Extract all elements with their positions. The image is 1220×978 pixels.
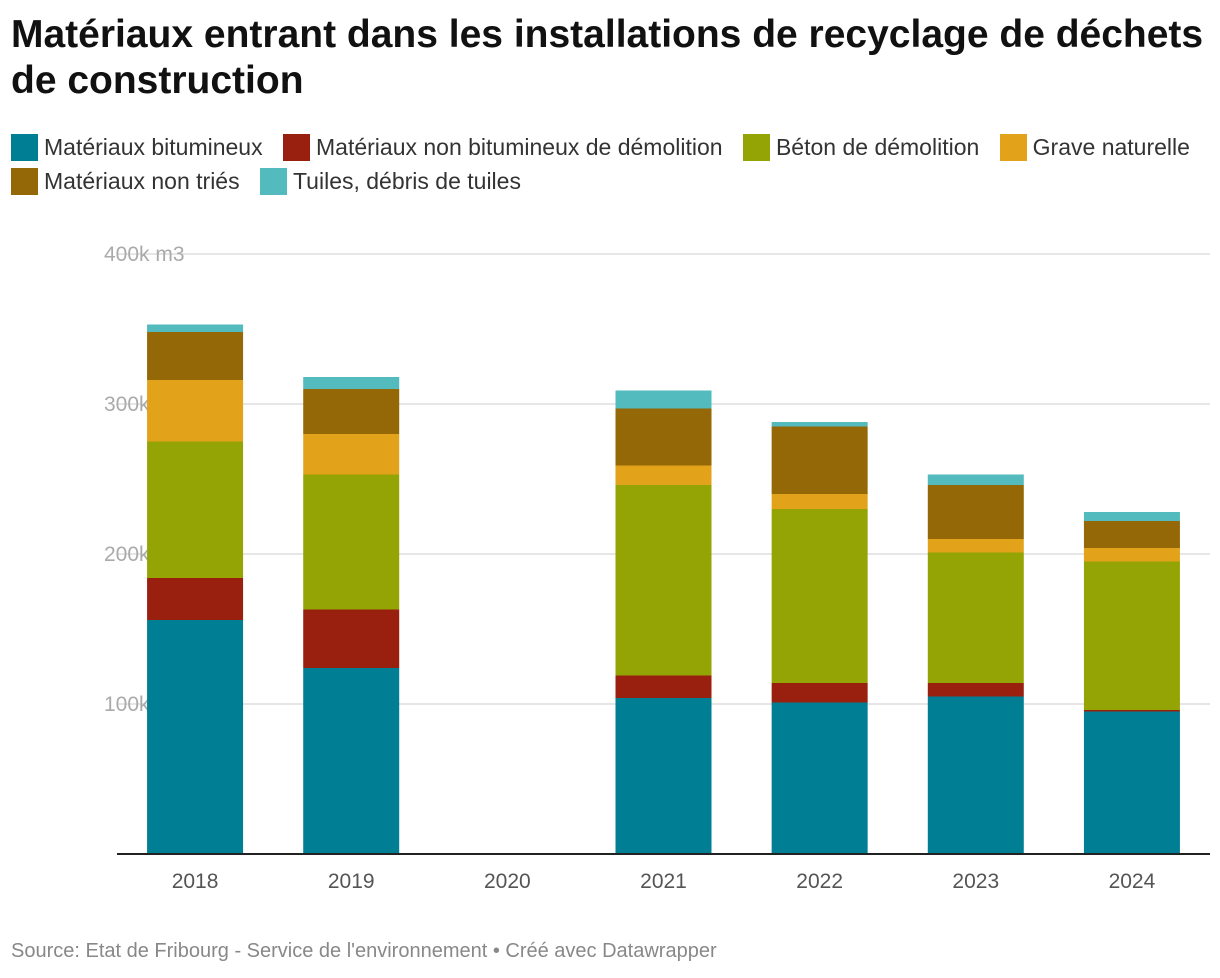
bar-2022-series-2 <box>771 509 868 683</box>
bar-2022-series-4 <box>771 426 868 494</box>
bar-2022-series-1 <box>771 683 868 703</box>
bar-2023-series-5 <box>927 474 1024 485</box>
x-tick-label: 2023 <box>952 870 999 893</box>
bar-2021-series-1 <box>615 675 712 698</box>
bar-2018-series-5 <box>147 324 244 332</box>
bar-2024-series-4 <box>1083 521 1180 548</box>
legend-label: Tuiles, débris de tuiles <box>292 168 521 194</box>
bar-2021-series-4 <box>615 408 712 466</box>
legend: Matériaux bitumineux Matériaux non bitum… <box>11 130 1206 198</box>
bar-2024-series-0 <box>1083 711 1180 854</box>
legend-swatch <box>999 134 1027 161</box>
bar-2022-series-3 <box>771 494 868 509</box>
bar-2018-series-2 <box>147 441 244 578</box>
source-note: Source: Etat de Fribourg - Service de l'… <box>11 940 717 962</box>
legend-label: Béton de démolition <box>775 134 980 160</box>
x-tick-label: 2021 <box>640 870 687 893</box>
bar-2022-series-5 <box>771 422 868 427</box>
legend-item-tuiles: Tuiles, débris de tuiles <box>259 168 521 195</box>
bar-2024-series-2 <box>1083 561 1180 710</box>
legend-label: Grave naturelle <box>1032 134 1190 160</box>
bar-2022-series-0 <box>771 702 868 854</box>
y-tick-label: 200k <box>104 543 150 566</box>
legend-item-materiaux-bitumineux: Matériaux bitumineux <box>11 134 263 161</box>
bar-2023-series-2 <box>927 552 1024 683</box>
y-tick-label: 400k m3 <box>104 243 185 266</box>
bar-2019-series-5 <box>303 377 400 389</box>
legend-swatch <box>11 134 38 161</box>
bar-2024-series-3 <box>1083 548 1180 562</box>
legend-item-non-bitumineux: Matériaux non bitumineux de démolition <box>283 134 723 161</box>
bar-2018-series-3 <box>147 380 244 442</box>
stacked-bar-chart: 100k 200k 300k 400k m3 2018 2019 2020 2021 2022 2… <box>104 243 1210 893</box>
legend-swatch <box>259 168 287 195</box>
chart-title: Matériaux entrant dans les installations… <box>11 13 1204 102</box>
legend-item-beton: Béton de démolition <box>742 134 980 161</box>
bar-2023-series-3 <box>927 539 1024 553</box>
legend-label: Matériaux bitumineux <box>44 134 263 160</box>
bar-2021-series-2 <box>615 485 712 676</box>
bar-2021-series-3 <box>615 465 712 485</box>
bar-2018-series-4 <box>147 332 244 380</box>
bar-2018-series-0 <box>147 620 244 854</box>
x-tick-label: 2019 <box>328 870 375 893</box>
bar-2019-series-0 <box>303 668 400 854</box>
legend-item-non-tries: Matériaux non triés <box>11 168 240 195</box>
x-tick-label: 2022 <box>796 870 843 893</box>
bar-2018-series-1 <box>147 578 244 620</box>
legend-swatch <box>283 134 310 161</box>
x-tick-label: 2018 <box>172 870 219 893</box>
bar-2024-series-1 <box>1083 710 1180 712</box>
y-tick-label: 100k <box>104 693 150 716</box>
legend-swatch <box>11 168 38 195</box>
bar-2023-series-1 <box>927 683 1024 697</box>
legend-label: Matériaux non triés <box>44 168 240 194</box>
legend-item-grave: Grave naturelle <box>999 134 1190 161</box>
legend-swatch <box>742 134 770 161</box>
x-tick-label: 2020 <box>484 870 531 893</box>
bar-2023-series-4 <box>927 485 1024 539</box>
bar-2024-series-5 <box>1083 512 1180 521</box>
y-tick-label: 300k <box>104 393 150 416</box>
bar-2019-series-2 <box>303 474 400 610</box>
legend-label: Matériaux non bitumineux de démolition <box>316 134 723 160</box>
bar-2021-series-5 <box>615 390 712 409</box>
bar-2019-series-3 <box>303 434 400 475</box>
bar-2019-series-1 <box>303 609 400 668</box>
x-tick-label: 2024 <box>1109 870 1156 893</box>
bar-2021-series-0 <box>615 698 712 854</box>
bar-2019-series-4 <box>303 389 400 434</box>
bar-2023-series-0 <box>927 696 1024 854</box>
